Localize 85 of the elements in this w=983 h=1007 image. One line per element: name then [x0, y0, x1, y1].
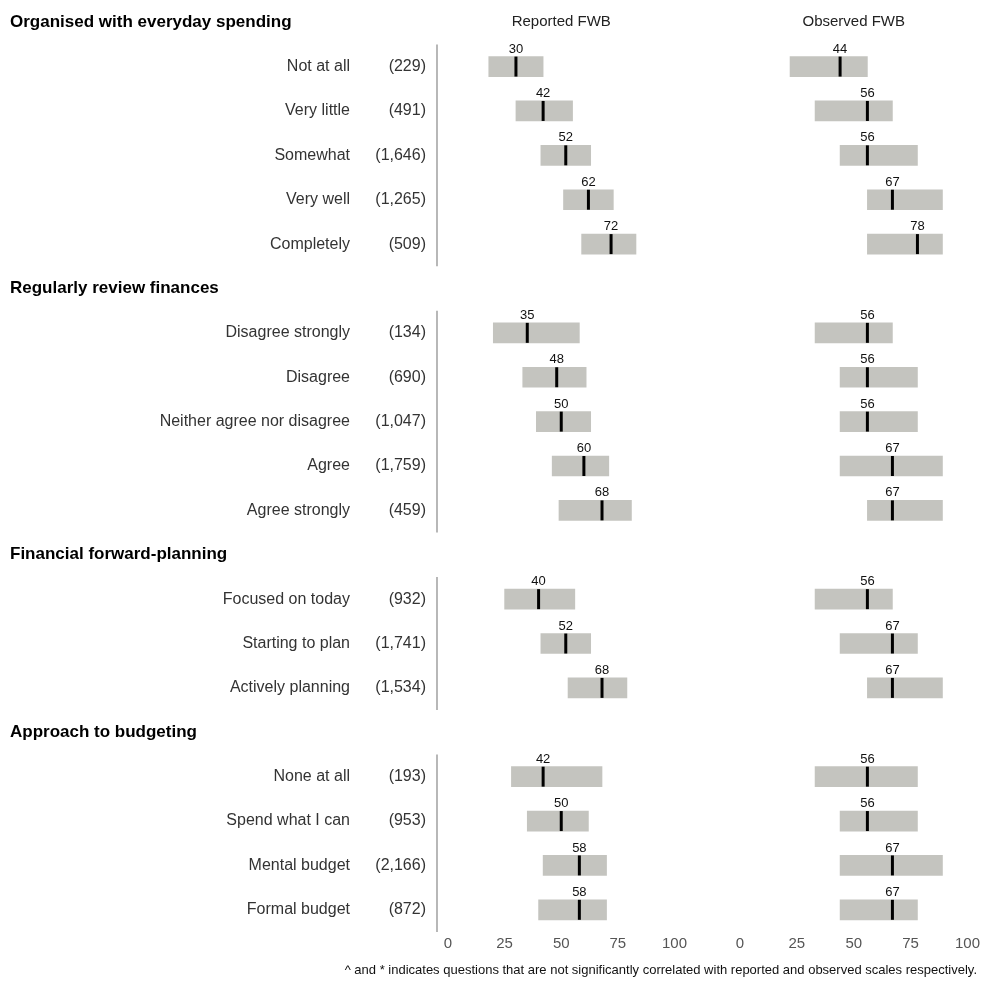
y-tick-label: Spend what I can: [226, 811, 350, 829]
text: (953): [388, 811, 426, 829]
text: (229): [388, 56, 426, 74]
text: (1,741): [375, 633, 426, 651]
text: 52: [558, 617, 574, 633]
text: 42: [535, 85, 551, 101]
text: 52: [558, 129, 574, 145]
text: 62: [581, 173, 596, 189]
text: (1,646): [375, 145, 426, 163]
text: (2,166): [375, 855, 426, 873]
text: 60: [576, 440, 592, 456]
text: 67: [885, 484, 900, 500]
y-tick-label: Mental budget: [248, 855, 351, 873]
text: 78: [910, 218, 925, 234]
text: (491): [388, 101, 426, 119]
text: Regularly review finances: [10, 278, 219, 298]
text: 67: [885, 661, 900, 677]
text: 44: [832, 40, 848, 56]
text: 35: [520, 306, 535, 322]
text: 56: [860, 129, 875, 145]
text: Financial forward-planning: [10, 544, 228, 564]
text: 67: [885, 617, 900, 633]
x-tick-label: 75: [902, 934, 919, 952]
y-tick-label: Disagree: [285, 367, 351, 385]
text: Organised with everyday spending: [10, 11, 292, 31]
text: 48: [549, 351, 564, 367]
text: (690): [388, 367, 426, 385]
text: 56: [860, 351, 875, 367]
text: 67: [885, 173, 900, 189]
text: 50: [554, 795, 569, 811]
text: 67: [885, 883, 900, 899]
text: 67: [885, 839, 900, 855]
text: 56: [860, 395, 875, 411]
text: (459): [388, 500, 426, 518]
x-tick-label: 25: [496, 934, 513, 952]
text: 42: [535, 750, 551, 766]
text: (1,759): [375, 456, 426, 474]
y-tick-label: Focused on today: [222, 589, 350, 607]
y-tick-label: Very little: [285, 101, 351, 119]
text: 50: [554, 395, 569, 411]
y-tick-label: Very well: [285, 190, 350, 208]
x-tick-label: 100: [661, 934, 687, 952]
text: (509): [388, 234, 426, 252]
text: 56: [860, 573, 875, 589]
text: (1,534): [375, 678, 426, 696]
text: 56: [860, 306, 875, 322]
text: (872): [388, 900, 426, 918]
text: 67: [885, 440, 900, 456]
text: (134): [388, 323, 426, 341]
text: Approach to budgeting: [10, 721, 197, 741]
y-tick-label: Starting to plan: [242, 633, 350, 651]
text: 30: [508, 40, 524, 56]
y-tick-label: Not at all: [286, 56, 350, 74]
y-tick-label: Completely: [269, 234, 350, 252]
text: 56: [860, 750, 875, 766]
text: 58: [572, 839, 587, 855]
text: (1,047): [375, 412, 426, 430]
y-tick-label: None at all: [273, 767, 350, 785]
x-tick-label: 0: [735, 934, 745, 952]
text: ^ and * indicates questions that are not significantly correlated with reported and observed scales respectively.: [344, 962, 977, 977]
x-tick-label: 100: [954, 934, 980, 952]
y-tick-label: Disagree strongly: [225, 323, 350, 341]
text: 58: [572, 883, 587, 899]
y-tick-label: Agree: [307, 456, 351, 474]
text: 40: [531, 573, 546, 589]
text: 56: [860, 85, 875, 101]
y-tick-label: Somewhat: [274, 145, 351, 163]
text: 72: [603, 218, 619, 234]
text: (193): [388, 767, 426, 785]
text: 56: [860, 795, 875, 811]
y-tick-label: Neither agree nor disagree: [159, 412, 351, 430]
x-tick-label: 75: [609, 934, 627, 952]
text: 68: [594, 661, 610, 677]
text: (932): [388, 589, 426, 607]
x-tick-label: 25: [788, 934, 806, 952]
x-tick-label: 0: [443, 934, 453, 952]
x-tick-label: 50: [552, 934, 570, 952]
x-tick-label: 50: [845, 934, 863, 952]
text: Reported FWB: [511, 12, 611, 30]
text: Observed FWB: [802, 12, 906, 30]
y-tick-label: Actively planning: [229, 678, 350, 696]
y-tick-label: Agree strongly: [246, 500, 350, 518]
y-tick-label: Formal budget: [246, 900, 351, 918]
text: (1,265): [375, 190, 426, 208]
text: 68: [594, 484, 610, 500]
